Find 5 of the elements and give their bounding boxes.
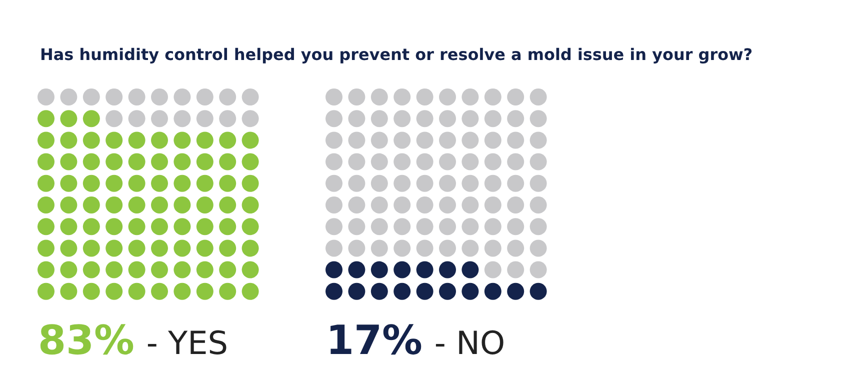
text: Has humidity control helped you prevent or resolve a mold issue in your grow? bbox=[41, 48, 752, 64]
data-label: 17% bbox=[330, 324, 422, 355]
category-label: - YES bbox=[148, 330, 226, 354]
category-label: - NO bbox=[436, 330, 504, 354]
data-label: 83% bbox=[40, 324, 134, 355]
